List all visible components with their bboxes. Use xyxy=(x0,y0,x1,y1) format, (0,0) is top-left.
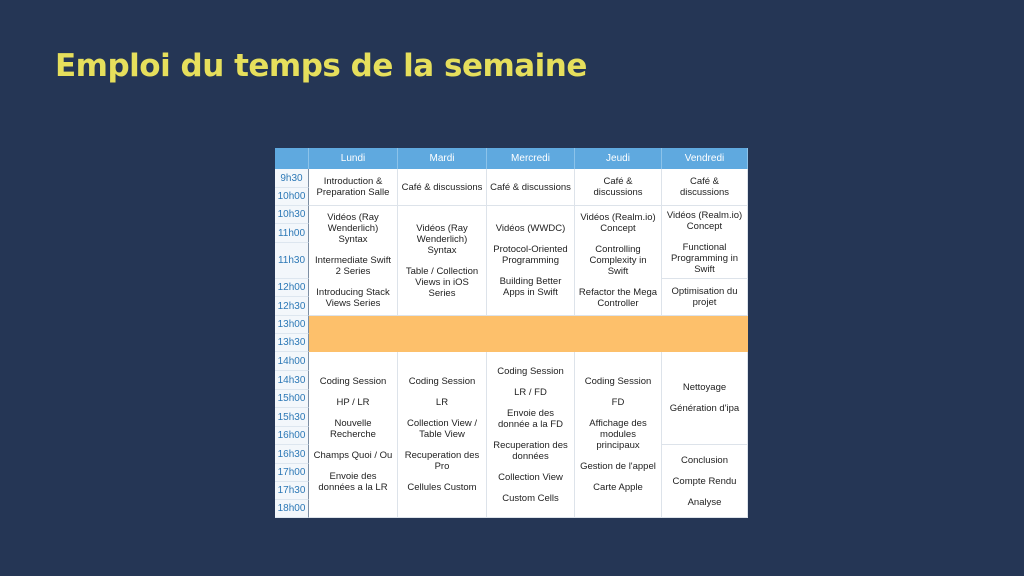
activity-text: Coding Session xyxy=(584,376,652,387)
page-title: Emploi du temps de la semaine xyxy=(55,48,587,84)
activity-text: Génération d'ipa xyxy=(669,403,740,414)
activity-text: Café & discussions xyxy=(593,176,643,198)
time-label: 17h30 xyxy=(275,482,309,500)
day-header-jeudi: Jeudi xyxy=(575,148,662,169)
time-label: 15h30 xyxy=(275,408,309,427)
time-label: 10h00 xyxy=(275,188,309,206)
activity-text: Refactor the Mega Controller xyxy=(578,287,658,309)
time-label: 9h30 xyxy=(275,169,309,188)
lunch-break-block xyxy=(309,316,748,352)
time-label: 13h00 xyxy=(275,316,309,334)
activity-text: HP / LR xyxy=(336,397,370,408)
schedule-cell-jeudi-morning: Vidéos (Realm.io) Concept Controlling Com… xyxy=(575,206,662,316)
time-label: 12h00 xyxy=(275,279,309,297)
day-header-mardi: Mardi xyxy=(398,148,487,169)
schedule-cell-mercredi-early: Café & discussions xyxy=(487,169,575,206)
time-label: 18h00 xyxy=(275,500,309,518)
activity-text: Coding Session xyxy=(497,365,564,377)
schedule-cell-lundi-early: Introduction & Preparation Salle xyxy=(309,169,398,206)
activity-text: Table / Collection Views in iOS Series xyxy=(405,265,479,299)
activity-text: Functional Programming in Swift xyxy=(670,241,739,275)
activity-text: Coding Session xyxy=(319,376,387,387)
schedule-cell-vendredi-early: Café & discussions xyxy=(662,169,748,206)
activity-text: Carte Apple xyxy=(593,482,643,493)
activity-text: Cellules Custom xyxy=(407,482,477,493)
schedule-cell-vendredi-morning-1: Vidéos (Realm.io) Concept Functional Prog… xyxy=(662,206,748,279)
activity-text: Collection View xyxy=(498,471,563,483)
activity-text: FD xyxy=(611,397,625,408)
activity-text: LR / FD xyxy=(514,386,547,398)
day-header-mercredi: Mercredi xyxy=(487,148,575,169)
schedule-cell-mercredi-morning: Vidéos (WWDC) Protocol-Oriented Programmi… xyxy=(487,206,575,316)
day-header-vendredi: Vendredi xyxy=(662,148,748,169)
activity-text: Café & discussions xyxy=(679,176,730,198)
activity-text: Café & discussions xyxy=(490,181,571,193)
activity-text: Envoie des donnée a la FD xyxy=(498,407,563,430)
activity-text: Analyse xyxy=(687,496,722,508)
time-label: 14h30 xyxy=(275,371,309,390)
time-label: 17h00 xyxy=(275,464,309,482)
schedule-cell-lundi-afternoon: Coding Session HP / LR Nouvelle Recherche C… xyxy=(309,352,398,518)
activity-text: Optimisation du projet xyxy=(671,286,738,308)
schedule-cell-mercredi-afternoon: Coding Session LR / FD Envoie des donnée a… xyxy=(487,352,575,518)
activity-text: Recuperation des Pro xyxy=(404,450,480,472)
activity-text: Introducing Stack Views Series xyxy=(316,287,390,309)
schedule-cell-vendredi-morning-2: Optimisation du projet xyxy=(662,279,748,316)
time-label: 12h30 xyxy=(275,297,309,316)
time-label: 15h00 xyxy=(275,390,309,408)
schedule-table: Lundi Mardi Mercredi Jeudi Vendredi 9h30 10h00… xyxy=(275,148,748,518)
activity-text: Vidéos (Ray Wenderlich) Syntax xyxy=(327,212,379,245)
activity-text: Custom Cells xyxy=(502,492,559,504)
schedule-cell-vendredi-afternoon-2: Conclusion Compte Rendu Analyse xyxy=(662,445,748,518)
day-header-lundi: Lundi xyxy=(309,148,398,169)
activity-text: Vidéos (Realm.io) Concept xyxy=(580,212,656,234)
activity-text: Controlling Complexity in Swift xyxy=(589,244,647,277)
activity-text: Introduction & Preparation Salle xyxy=(316,176,390,198)
schedule-cell-mardi-early: Café & discussions xyxy=(398,169,487,206)
activity-text: Envoie des données a la LR xyxy=(318,471,388,493)
schedule-cell-mardi-morning: Vidéos (Ray Wenderlich) Syntax Table / Co… xyxy=(398,206,487,316)
activity-text: Café & discussions xyxy=(401,181,483,193)
activity-text: Vidéos (WWDC) xyxy=(495,223,566,234)
time-label: 13h30 xyxy=(275,334,309,352)
activity-text: Compte Rendu xyxy=(672,475,737,487)
activity-text: Intermediate Swift 2 Series xyxy=(314,255,392,277)
time-label: 16h30 xyxy=(275,445,309,464)
time-label: 16h00 xyxy=(275,427,309,445)
activity-text: Nouvelle Recherche xyxy=(330,418,376,440)
schedule-cell-vendredi-afternoon-1: Nettoyage Génération d'ipa xyxy=(662,352,748,445)
activity-text: Affichage des modules principaux xyxy=(589,418,647,451)
schedule-cell-lundi-morning: Vidéos (Ray Wenderlich) Syntax Intermedia… xyxy=(309,206,398,316)
time-label: 14h00 xyxy=(275,352,309,371)
activity-text: Vidéos (Ray Wenderlich) Syntax xyxy=(416,222,468,256)
time-label: 10h30 xyxy=(275,206,309,224)
activity-text: Vidéos (Realm.io) Concept xyxy=(666,209,743,232)
activity-text: Nettoyage xyxy=(682,382,727,393)
activity-text: LR xyxy=(435,397,449,408)
time-label: 11h30 xyxy=(275,243,309,279)
header-corner xyxy=(275,148,309,169)
schedule-cell-jeudi-early: Café & discussions xyxy=(575,169,662,206)
activity-text: Gestion de l'appel xyxy=(580,461,656,472)
activity-text: Protocol-Oriented Programming xyxy=(493,244,568,266)
activity-text: Conclusion xyxy=(681,454,728,466)
activity-text: Recuperation des données xyxy=(493,439,568,462)
schedule-cell-mardi-afternoon: Coding Session LR Collection View / Table … xyxy=(398,352,487,518)
activity-text: Coding Session xyxy=(408,376,476,387)
time-label: 11h00 xyxy=(275,224,309,243)
schedule-cell-jeudi-afternoon: Coding Session FD Affichage des modules pr… xyxy=(575,352,662,518)
activity-text: Collection View / Table View xyxy=(406,418,478,440)
activity-text: Building Better Apps in Swift xyxy=(499,276,562,298)
activity-text: Champs Quoi / Ou xyxy=(313,450,393,461)
